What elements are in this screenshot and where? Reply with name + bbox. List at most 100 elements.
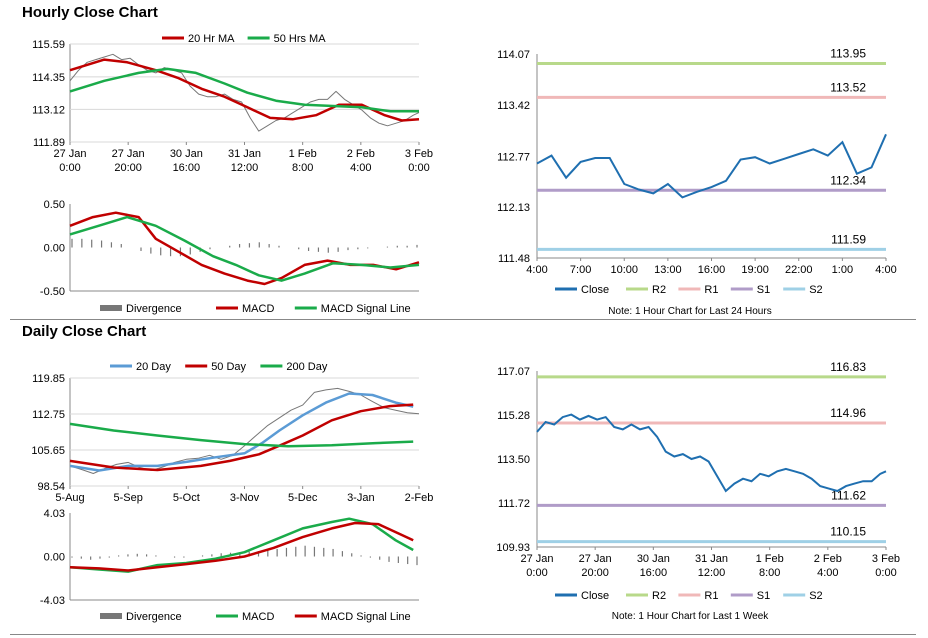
- daily_macd-series-macd: [69, 517, 414, 573]
- hourly_levels-y-tick-label: 114.07: [497, 49, 530, 61]
- hourly_macd-legend-swatch: [100, 305, 122, 311]
- hourly_macd-y-tick-label: -0.50: [40, 286, 65, 298]
- daily_ma-legend-label: 200 Day: [286, 361, 327, 373]
- daily_levels-series-close: [536, 413, 887, 493]
- daily_levels-x-tick-label: 27 Jan: [520, 553, 553, 565]
- hourly_macd-legend-label: Divergence: [126, 303, 182, 315]
- hourly_ma-series-price: [69, 53, 420, 132]
- section-divider: [10, 319, 916, 320]
- daily_levels-legend-label: R1: [704, 590, 718, 602]
- hourly_ma-y-tick-label: 114.35: [32, 72, 65, 84]
- daily_ma-x-tick-label: 5-Sep: [113, 492, 142, 504]
- daily_macd-legend-swatch: [100, 613, 122, 619]
- daily_macd-legend-label: MACD: [242, 611, 274, 623]
- daily_levels-x-tick-label: 2 Feb: [814, 553, 842, 565]
- hourly_ma-x-tick-label: 4:00: [350, 162, 371, 174]
- daily_ma-x-tick-label: 5-Oct: [173, 492, 200, 504]
- hourly_ma-x-tick-label: 31 Jan: [228, 148, 261, 160]
- hourly_ma-x-tick-label: 27 Jan: [53, 148, 86, 160]
- daily_ma-series-200-day: [69, 422, 414, 448]
- hourly_levels-x-tick-label: 4:00: [526, 264, 547, 276]
- hourly_macd-y-tick-label: 0.00: [44, 243, 65, 255]
- daily_levels-x-tick-label: 4:00: [817, 567, 838, 579]
- daily_levels-x-tick-label: 31 Jan: [695, 553, 728, 565]
- hourly_levels-legend-label: Close: [581, 284, 609, 296]
- hourly_ma-series-50-hrs-ma: [69, 67, 419, 113]
- daily_levels-x-tick-label: 20:00: [581, 567, 609, 579]
- hourly_levels-level-label-s2: 111.59: [831, 232, 866, 246]
- hourly_levels-level-label-r2: 113.95: [830, 46, 866, 60]
- hourly_macd-series-macd-signal-line: [69, 215, 420, 282]
- hourly_ma-series-20-hr-ma: [69, 58, 420, 122]
- hourly_ma-x-tick-label: 0:00: [59, 162, 80, 174]
- daily_levels-y-tick-label: 111.72: [498, 498, 530, 510]
- hourly_ma-x-tick-label: 3 Feb: [405, 148, 433, 160]
- daily_levels-x-tick-label: 12:00: [698, 567, 726, 579]
- daily_macd-y-tick-label: 0.00: [44, 552, 65, 564]
- daily_ma-series-20-day: [69, 392, 414, 472]
- hourly-section-title: Hourly Close Chart: [22, 4, 158, 21]
- daily_levels-x-tick-label: 16:00: [640, 567, 668, 579]
- daily_macd-legend-label: Divergence: [126, 611, 182, 623]
- hourly_levels-x-tick-label: 1:00: [832, 264, 853, 276]
- hourly_levels-x-tick-label: 22:00: [785, 264, 813, 276]
- daily_macd-legend-label: MACD Signal Line: [321, 611, 411, 623]
- daily_levels-x-tick-label: 0:00: [526, 567, 547, 579]
- hourly_ma-x-tick-label: 1 Feb: [289, 148, 317, 160]
- hourly_macd-y-tick-label: 0.50: [44, 199, 65, 211]
- hourly_ma-x-tick-label: 2 Feb: [347, 148, 375, 160]
- daily_ma-legend-label: 50 Day: [211, 361, 246, 373]
- daily_ma-y-tick-label: 119.85: [32, 373, 65, 385]
- hourly_levels-x-tick-label: 19:00: [741, 264, 769, 276]
- daily_macd-y-tick-label: -4.03: [40, 595, 65, 607]
- daily_levels-level-label-r1: 114.96: [830, 406, 866, 420]
- hourly_levels-x-tick-label: 4:00: [875, 264, 896, 276]
- daily_levels-x-tick-label: 30 Jan: [637, 553, 670, 565]
- daily_ma-x-tick-label: 5-Dec: [288, 492, 318, 504]
- hourly_ma-legend-label: 50 Hrs MA: [274, 33, 327, 45]
- daily_levels-x-tick-label: 1 Feb: [756, 553, 784, 565]
- hourly_levels-legend-label: S2: [809, 284, 822, 296]
- daily_levels-x-tick-label: 8:00: [759, 567, 780, 579]
- hourly_levels-y-tick-label: 112.13: [497, 202, 530, 214]
- daily_ma-y-tick-label: 105.65: [31, 445, 65, 457]
- hourly_levels-y-tick-label: 111.48: [498, 253, 530, 265]
- daily_levels-note: Note: 1 Hour Chart for Last 1 Week: [612, 611, 770, 622]
- daily_levels-x-tick-label: 0:00: [875, 567, 896, 579]
- hourly_macd-legend-label: MACD Signal Line: [321, 303, 411, 315]
- hourly_levels-x-tick-label: 10:00: [610, 264, 638, 276]
- daily_levels-y-tick-label: 113.50: [497, 454, 530, 466]
- daily_levels-x-tick-label: 27 Jan: [579, 553, 612, 565]
- hourly_ma-y-tick-label: 115.59: [32, 39, 65, 51]
- daily_levels-legend-label: Close: [581, 590, 609, 602]
- hourly_ma-x-tick-label: 12:00: [231, 162, 259, 174]
- hourly_levels-legend-label: S1: [757, 284, 770, 296]
- daily_ma-y-tick-label: 98.54: [37, 481, 65, 493]
- hourly_macd-legend-label: MACD: [242, 303, 274, 315]
- hourly_levels-level-label-s1: 112.34: [830, 173, 866, 187]
- bottom-divider: [10, 634, 916, 635]
- hourly_levels-y-tick-label: 113.42: [497, 100, 530, 112]
- daily_macd-y-tick-label: 4.03: [44, 508, 65, 520]
- hourly_ma-legend-label: 20 Hr MA: [188, 33, 235, 45]
- hourly_levels-x-tick-label: 13:00: [654, 264, 682, 276]
- daily_levels-legend-label: S1: [757, 590, 770, 602]
- daily_levels-level-label-s2: 110.15: [830, 525, 866, 539]
- daily_levels-legend-label: R2: [652, 590, 666, 602]
- daily_ma-x-tick-label: 5-Aug: [55, 492, 84, 504]
- hourly_ma-y-tick-label: 111.89: [33, 137, 65, 149]
- daily_ma-x-tick-label: 2-Feb: [405, 492, 434, 504]
- hourly_ma-x-tick-label: 8:00: [292, 162, 313, 174]
- daily_macd-series-macd-signal-line: [69, 521, 414, 572]
- daily_levels-y-tick-label: 117.07: [497, 366, 530, 378]
- daily_levels-y-tick-label: 109.93: [496, 542, 530, 554]
- daily_levels-x-tick-label: 3 Feb: [872, 553, 900, 565]
- daily_levels-y-tick-label: 115.28: [497, 410, 530, 422]
- daily_levels-legend-label: S2: [809, 590, 822, 602]
- daily-section-title: Daily Close Chart: [22, 323, 147, 340]
- hourly_levels-x-tick-label: 7:00: [570, 264, 591, 276]
- daily_ma-series-50-day: [69, 403, 414, 472]
- daily_ma-legend-label: 20 Day: [136, 361, 171, 373]
- hourly_ma-x-tick-label: 16:00: [173, 162, 201, 174]
